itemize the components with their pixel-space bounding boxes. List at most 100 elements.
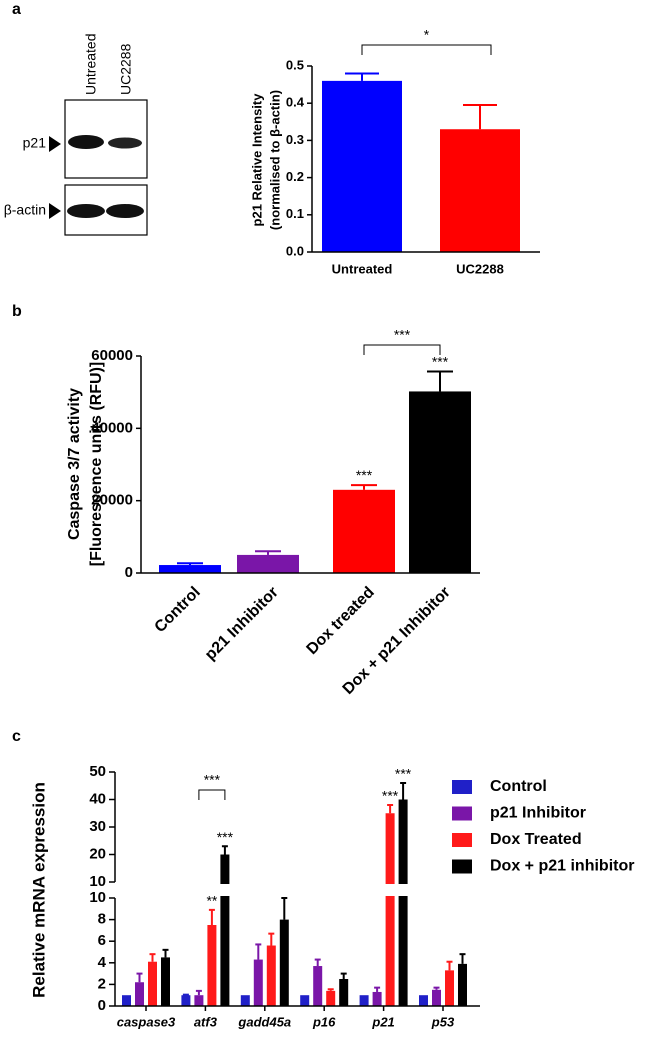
- significance-bracket: [363, 344, 441, 355]
- panel-label: b: [12, 303, 22, 320]
- significance-label: ***: [394, 327, 411, 343]
- blot-band: [108, 137, 142, 149]
- significance-label: *: [424, 27, 430, 43]
- bar: [240, 995, 250, 1006]
- significance-label: ***: [217, 829, 234, 845]
- lane-label: UC2288: [118, 43, 134, 95]
- legend-swatch: [452, 806, 472, 821]
- bar: [161, 957, 170, 1006]
- band-label: p21: [23, 135, 47, 151]
- y-tick-label: 0.1: [286, 206, 304, 221]
- axis-break: [116, 884, 481, 896]
- bar: [220, 854, 230, 1006]
- y-axis-label: (normalised to β-actin): [267, 90, 282, 230]
- y-axis-label: Relative mRNA expression: [29, 782, 48, 998]
- y-axis-label: p21 Relative Intensity: [249, 93, 264, 227]
- legend-label: Dox Treated: [490, 831, 582, 848]
- significance-label: **: [206, 893, 217, 909]
- lane-label: Untreated: [83, 34, 99, 95]
- y-tick-label: 0.2: [286, 169, 304, 184]
- x-tick-label: caspase3: [117, 1014, 176, 1029]
- x-tick-label: UC2288: [456, 261, 504, 276]
- y-tick-label: 40: [89, 790, 106, 807]
- blot-band: [67, 204, 105, 218]
- y-tick-label: 40000: [91, 419, 133, 436]
- y-tick-label: 4: [98, 954, 107, 971]
- y-axis-label: [Fluorescence units (RFU)]: [88, 362, 105, 566]
- band-arrow: [49, 203, 61, 219]
- bar: [148, 961, 157, 1006]
- significance-label: ***: [356, 467, 373, 483]
- legend-swatch: [452, 780, 472, 794]
- y-tick-label: 20: [89, 845, 106, 862]
- y-tick-label: 60000: [91, 347, 133, 364]
- x-tick-label: p21: [371, 1014, 394, 1029]
- y-tick-label: 8: [98, 911, 106, 928]
- bar: [313, 966, 323, 1006]
- bar: [253, 959, 263, 1006]
- bar: [266, 945, 276, 1006]
- y-tick-label: 50: [89, 763, 106, 780]
- y-tick-label: 0: [125, 564, 133, 581]
- bar: [122, 995, 131, 1006]
- y-tick-label: 6: [98, 932, 106, 949]
- bar: [159, 565, 221, 573]
- bar: [181, 995, 191, 1006]
- x-tick-label: Untreated: [332, 261, 393, 276]
- bar: [385, 813, 395, 1006]
- bar: [445, 970, 454, 1006]
- y-tick-label: 30: [89, 818, 106, 835]
- panel-label: a: [12, 1, 21, 18]
- legend-label: Control: [490, 778, 547, 795]
- bar: [372, 991, 382, 1006]
- bar: [339, 979, 349, 1006]
- bar: [279, 919, 289, 1006]
- y-tick-label: 0: [98, 997, 106, 1014]
- significance-label: ***: [204, 772, 221, 788]
- bar: [359, 995, 369, 1006]
- band-label: β-actin: [4, 202, 46, 218]
- bar: [326, 990, 336, 1006]
- bar: [419, 995, 428, 1006]
- y-tick-label: 0.3: [286, 132, 304, 147]
- x-tick-label: atf3: [194, 1014, 218, 1029]
- bar: [322, 80, 402, 252]
- y-tick-label: 0.0: [286, 243, 304, 258]
- significance-bracket: [198, 789, 226, 800]
- significance-label: ***: [432, 353, 449, 369]
- blot-band: [106, 204, 144, 218]
- blot-band: [68, 135, 104, 149]
- bar: [207, 925, 217, 1006]
- y-tick-label: 20000: [91, 492, 133, 509]
- x-tick-label: gadd45a: [237, 1014, 291, 1029]
- bar: [135, 982, 144, 1006]
- blot: Untreated UC2288 p21 β-actin: [4, 34, 148, 236]
- band-arrow: [49, 136, 61, 152]
- bar: [194, 995, 204, 1006]
- bar: [237, 554, 299, 573]
- bar: [300, 995, 310, 1006]
- bar: [409, 391, 471, 573]
- y-tick-label: 0.4: [286, 95, 305, 110]
- legend-swatch: [452, 859, 472, 874]
- y-tick-label: 10: [89, 873, 106, 890]
- bar: [333, 489, 395, 573]
- x-tick-label: p16: [312, 1014, 336, 1029]
- significance-label: ***: [382, 788, 399, 804]
- y-tick-label: 2: [98, 975, 106, 992]
- significance-label: ***: [395, 766, 412, 782]
- y-tick-label: 10: [89, 889, 106, 906]
- bar: [440, 129, 520, 252]
- bar: [458, 963, 467, 1006]
- bar: [432, 989, 441, 1006]
- legend-label: p21 Inhibitor: [490, 805, 586, 822]
- bar: [398, 799, 408, 1006]
- y-axis-label: Caspase 3/7 activity: [66, 388, 83, 540]
- significance-bracket: [361, 44, 492, 55]
- panel-label: c: [12, 728, 21, 745]
- y-tick-label: 0.5: [286, 57, 304, 72]
- legend-label: Dox + p21 inhibitor: [490, 858, 634, 875]
- x-tick-label: p53: [431, 1014, 455, 1029]
- legend-swatch: [452, 833, 472, 847]
